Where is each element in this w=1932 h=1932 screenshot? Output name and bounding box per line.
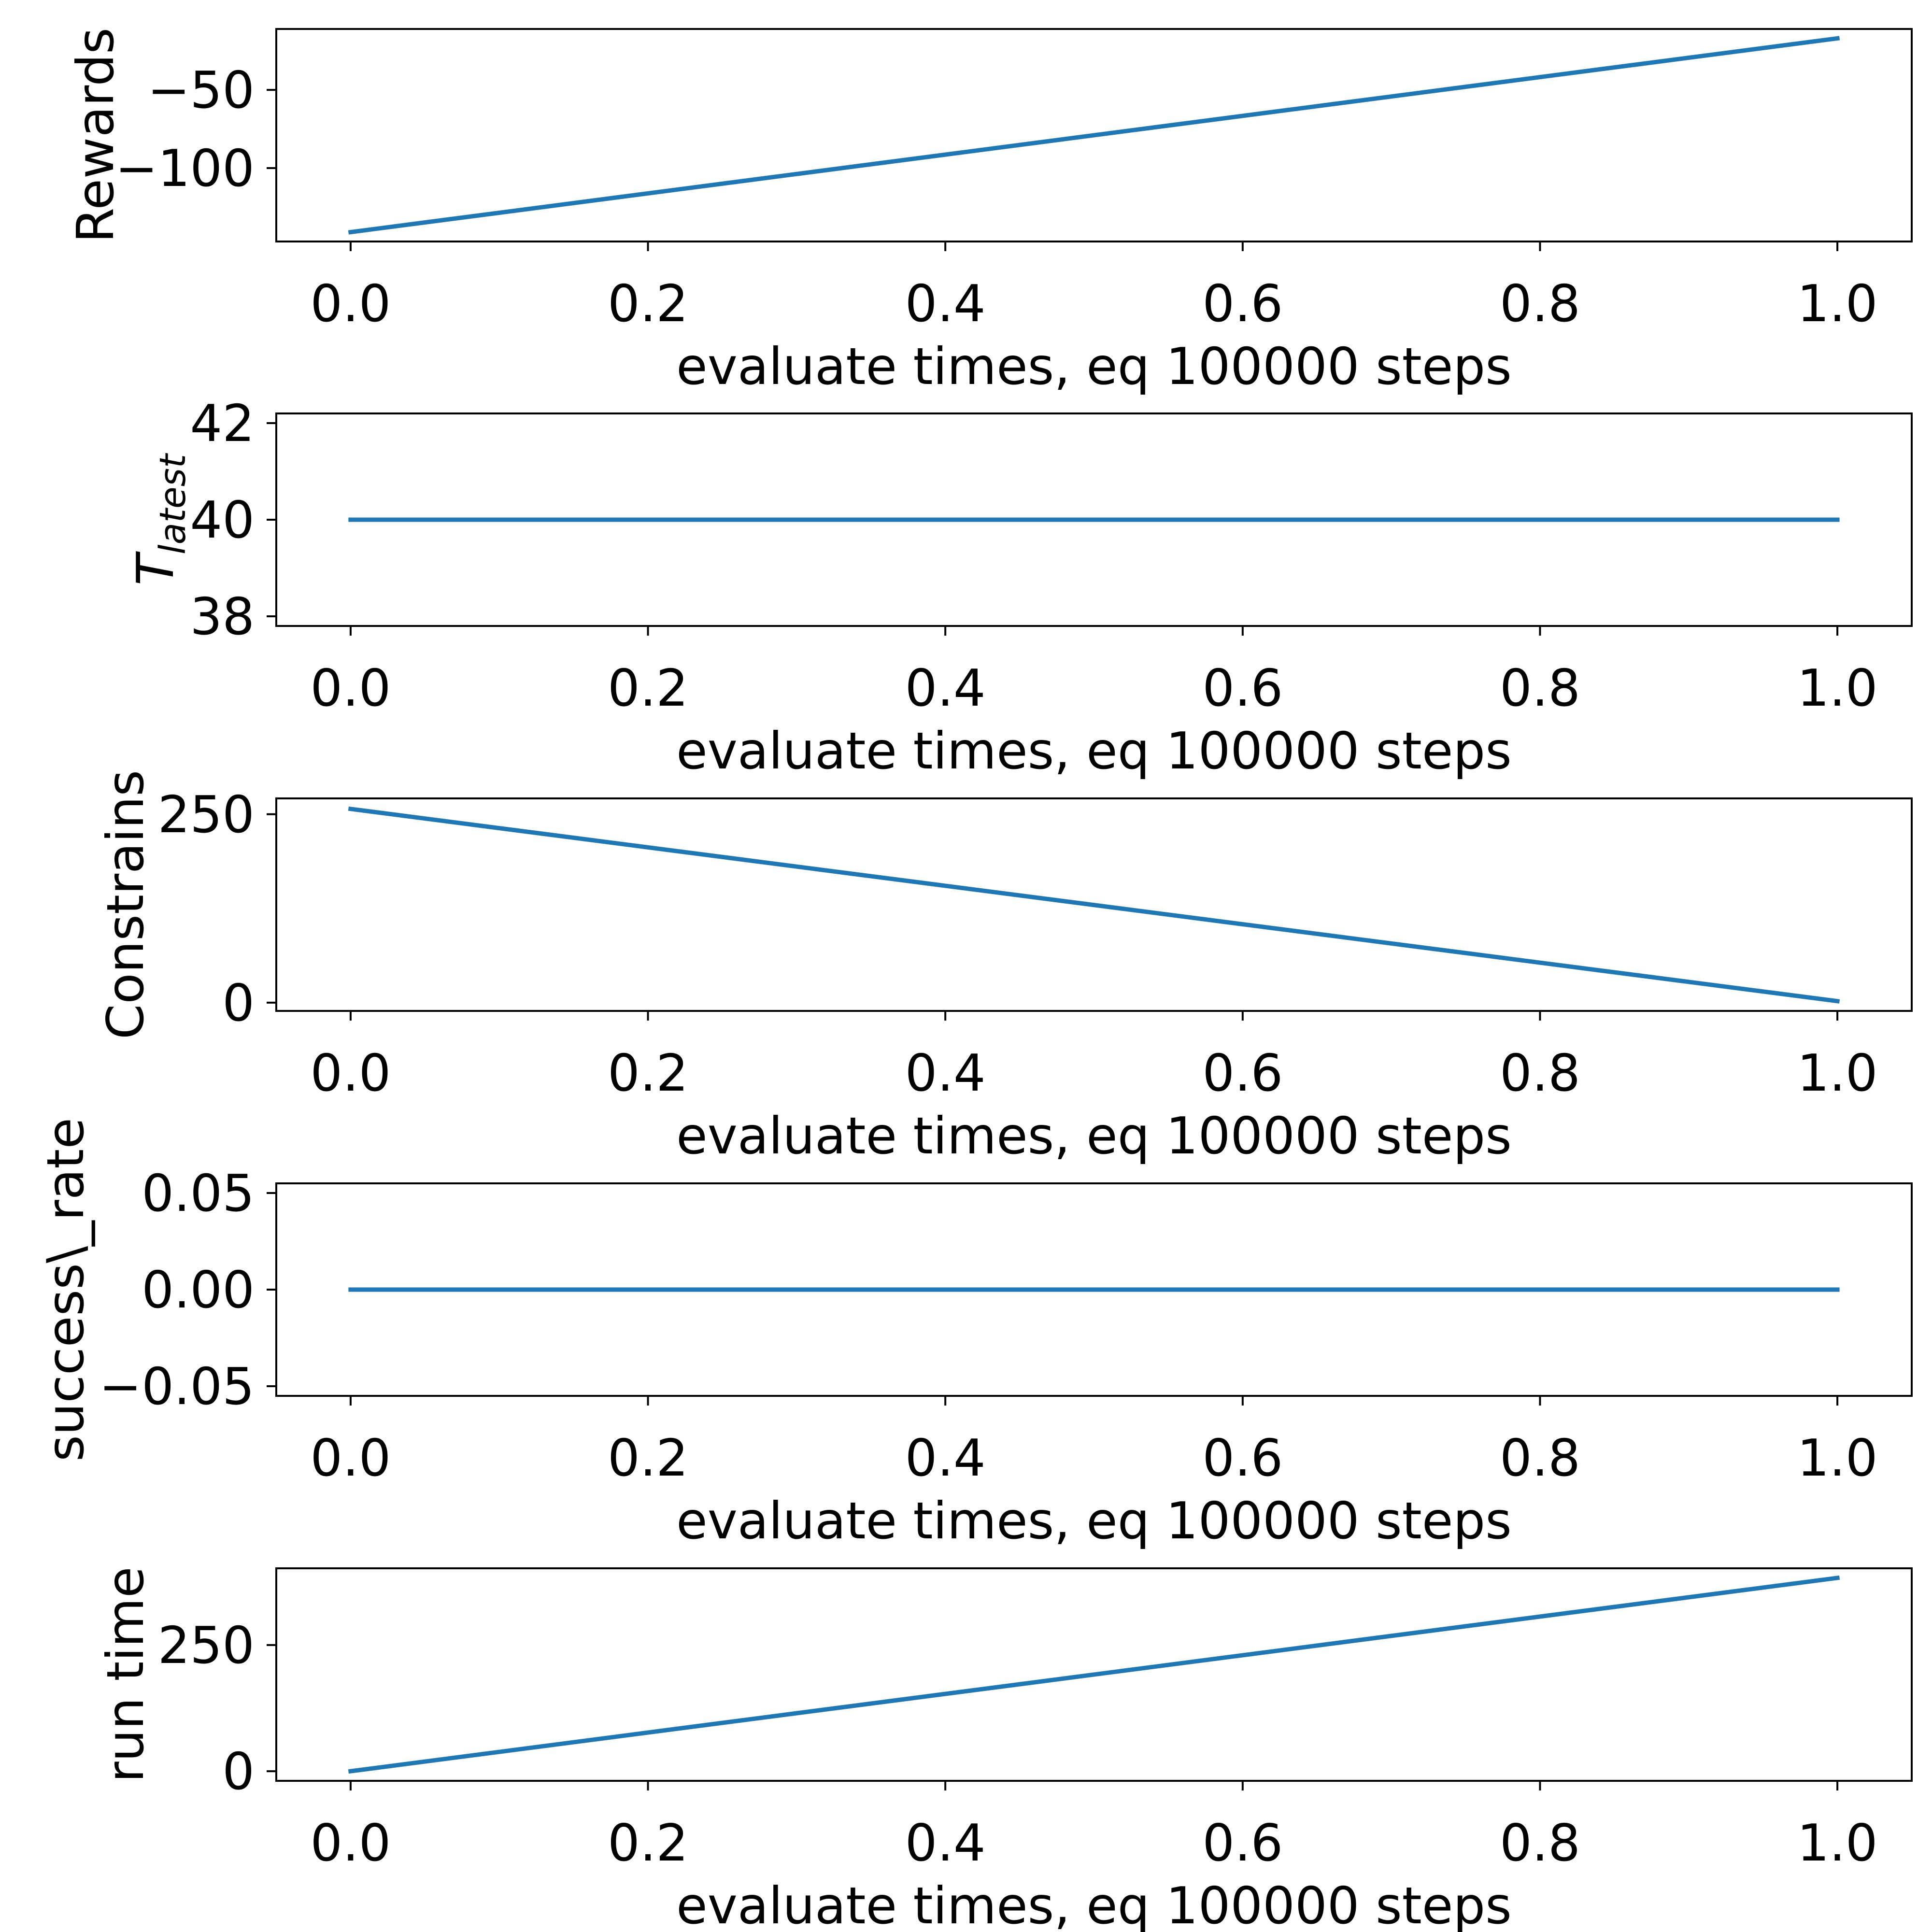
x-tick-label: 0.0 [310,274,391,333]
x-tick-label: 0.6 [1202,1814,1283,1873]
y-axis-label: Constrains [96,770,155,1039]
y-tick-label: 0 [222,1742,255,1801]
y-axis-label-main: T [126,551,185,585]
y-axis-label: Tlatest [126,453,194,585]
axes-frame [275,28,1913,242]
x-axis-label: evaluate times, eq 100000 steps [676,1876,1512,1932]
axes-frame [275,797,1913,1012]
x-tick-label: 0.6 [1202,274,1283,333]
x-tick-label: 0.0 [310,1429,391,1488]
x-tick-label: 0.6 [1202,659,1283,718]
x-tick-label: 0.8 [1500,1814,1580,1873]
y-tick-label: 250 [158,1616,255,1675]
y-axis-label-subscript: latest [152,453,194,554]
x-tick-label: 0.4 [905,1044,986,1103]
x-tick-label: 1.0 [1797,1429,1878,1488]
x-tick-label: 0.2 [608,274,688,333]
x-tick-label: 1.0 [1797,1814,1878,1873]
axes-frame [275,1567,1913,1782]
x-tick-label: 0.4 [905,1814,986,1873]
y-tick-label: 0.05 [142,1164,255,1223]
series-line [348,1575,1840,1774]
y-tick-label: 0 [222,974,255,1033]
x-tick-label: 0.2 [608,1044,688,1103]
x-tick-label: 1.0 [1797,659,1878,718]
subplot-1: 0.0 0.2 0.4 0.6 0.8 1.0 −50 −100 evaluate times,… [66,28,1913,396]
subplot-5: 0.0 0.2 0.4 0.6 0.8 1.0 0 250 evaluate times, eq… [96,1567,1913,1932]
x-tick-label: 1.0 [1797,274,1878,333]
x-tick-label: 0.8 [1500,659,1580,718]
x-tick-label: 0.8 [1500,274,1580,333]
y-tick-label: 38 [190,587,255,646]
x-axis-label: evaluate times, eq 100000 steps [676,1107,1512,1165]
series-line [348,36,1840,235]
x-tick-label: 0.6 [1202,1044,1283,1103]
x-tick-label: 0.4 [905,659,986,718]
x-axis-label: evaluate times, eq 100000 steps [676,337,1512,396]
y-axis-label: run time [96,1567,155,1783]
subplot-4: 0.0 0.2 0.4 0.6 0.8 1.0 −0.05 0.00 0.05 evaluate … [36,1118,1913,1550]
x-tick-label: 0.6 [1202,1429,1283,1488]
x-tick-label: 0.8 [1500,1429,1580,1488]
subplot-3: 0.0 0.2 0.4 0.6 0.8 1.0 0 250 evaluate times, eq… [96,770,1913,1165]
y-tick-label: 40 [190,491,255,550]
y-tick-label: 42 [190,394,255,453]
x-tick-label: 0.0 [310,659,391,718]
x-tick-label: 0.2 [608,659,688,718]
x-tick-label: 0.2 [608,1814,688,1873]
x-tick-label: 0.0 [310,1814,391,1873]
subplot-2: 0.0 0.2 0.4 0.6 0.8 1.0 38 40 42 evaluate times, … [126,394,1913,781]
x-axis-label: evaluate times, eq 100000 steps [676,1492,1512,1550]
series-line [348,806,1840,1004]
y-tick-label: 250 [158,785,255,844]
x-tick-label: 0.0 [310,1044,391,1103]
x-tick-label: 0.8 [1500,1044,1580,1103]
x-tick-label: 1.0 [1797,1044,1878,1103]
y-tick-label: −50 [147,61,255,120]
x-tick-label: 0.4 [905,1429,986,1488]
x-tick-label: 0.4 [905,274,986,333]
y-tick-label: 0.00 [142,1261,255,1320]
y-tick-label: −100 [115,139,255,198]
y-tick-label: −0.05 [99,1357,255,1416]
y-axis-label: success\_rate [36,1118,95,1462]
x-tick-label: 0.2 [608,1429,688,1488]
x-axis-label: evaluate times, eq 100000 steps [676,722,1512,781]
y-axis-label: Rewards [66,28,125,243]
